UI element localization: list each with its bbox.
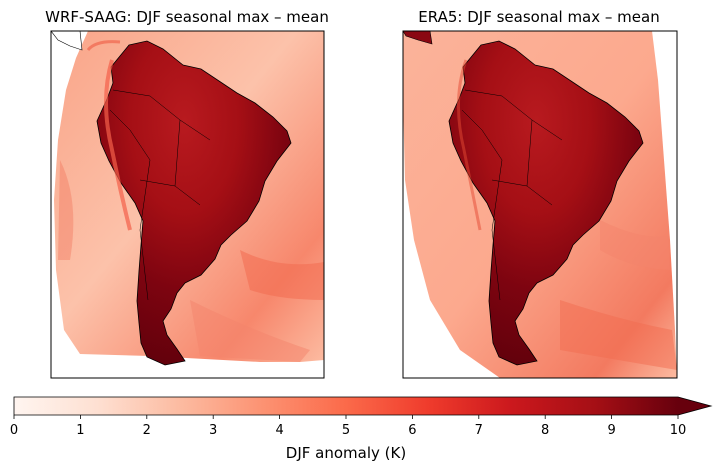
andes-streak	[104, 59, 132, 231]
colorbar-extend-arrow	[678, 397, 711, 415]
ocean-anomaly-streak	[560, 300, 677, 370]
ocean-anomaly-streak	[190, 300, 310, 362]
colorbar-tick-label: 5	[342, 423, 350, 438]
panel-era5: ERA5: DJF seasonal max – mean	[402, 8, 678, 379]
panel-wrf-saag: WRF-SAAG: DJF seasonal max – mean	[45, 8, 329, 379]
colorbar-tick-label: 9	[607, 423, 615, 438]
colorbar-tick-label: 4	[275, 423, 283, 438]
colorbar-outline	[13, 396, 713, 416]
colorbar-tick-label: 0	[10, 423, 18, 438]
colorbar-tick-label: 10	[670, 423, 687, 438]
central-america	[403, 31, 433, 45]
colorbar: 0 1 2 3 4 5 6 7 8 9 10 DJF anomaly (K)	[10, 396, 713, 462]
map-frame-left	[50, 30, 325, 379]
panel-title-wrf: WRF-SAAG: DJF seasonal max – mean	[45, 8, 329, 26]
map-frame-right	[402, 30, 678, 379]
country-borders	[461, 89, 563, 301]
colorbar-tick-label: 1	[76, 423, 84, 438]
colorbar-ticks: 0 1 2 3 4 5 6 7 8 9 10	[10, 415, 686, 438]
panel-title-era5: ERA5: DJF seasonal max – mean	[418, 8, 659, 26]
colorbar-tick-label: 8	[541, 423, 549, 438]
colorbar-gradient	[14, 397, 678, 415]
colorbar-tick-label: 7	[475, 423, 483, 438]
country-borders	[109, 89, 211, 301]
andes-streak	[457, 59, 482, 231]
central-america	[51, 31, 83, 51]
colorbar-tick-label: 6	[408, 423, 416, 438]
ocean-anomaly-streak	[240, 250, 324, 300]
ocean-anomaly-streak	[58, 160, 74, 260]
colorbar-tick-label: 2	[143, 423, 151, 438]
colorbar-label: DJF anomaly (K)	[286, 444, 406, 462]
colorbar-tick-label: 3	[209, 423, 217, 438]
ocean-anomaly-streak	[600, 220, 670, 270]
